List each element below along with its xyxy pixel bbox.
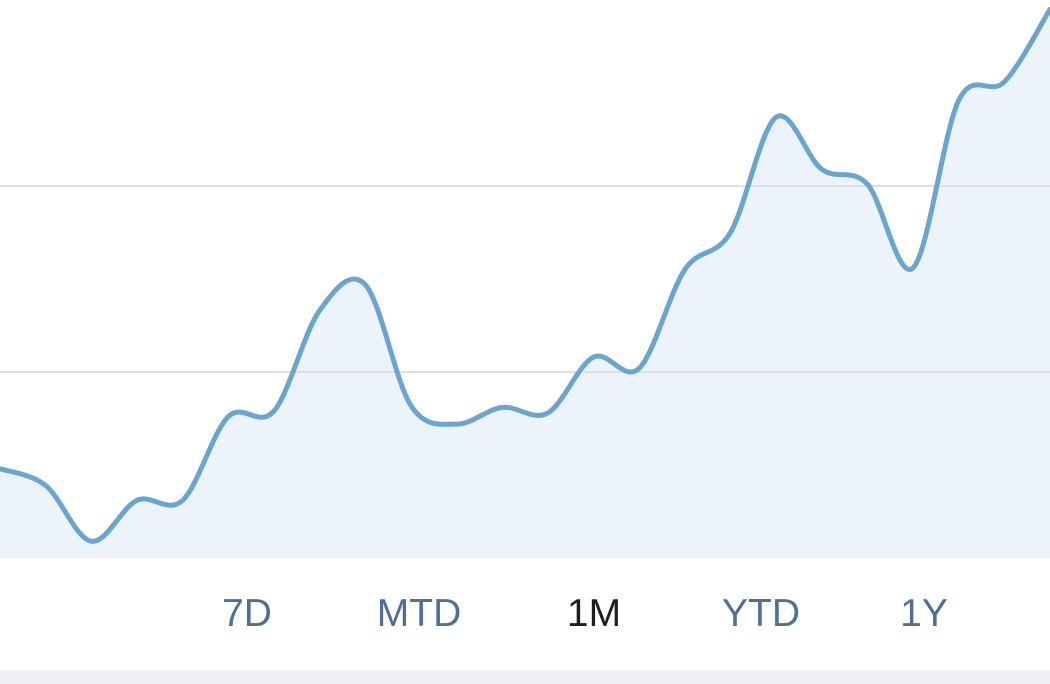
range-button[interactable]: YTD bbox=[722, 592, 800, 635]
footer-strip bbox=[0, 670, 1050, 684]
range-button[interactable]: 1M bbox=[566, 592, 622, 635]
line bbox=[0, 6, 1050, 544]
chart bbox=[0, 6, 1050, 558]
range-button[interactable]: 1Y bbox=[900, 592, 948, 635]
range-button[interactable]: 7D bbox=[222, 592, 272, 635]
range-button[interactable]: MTD bbox=[376, 592, 462, 635]
area-fill bbox=[0, 9, 1050, 558]
range-selector: 7D MTD 1M YTD 1Y bbox=[0, 558, 1050, 670]
